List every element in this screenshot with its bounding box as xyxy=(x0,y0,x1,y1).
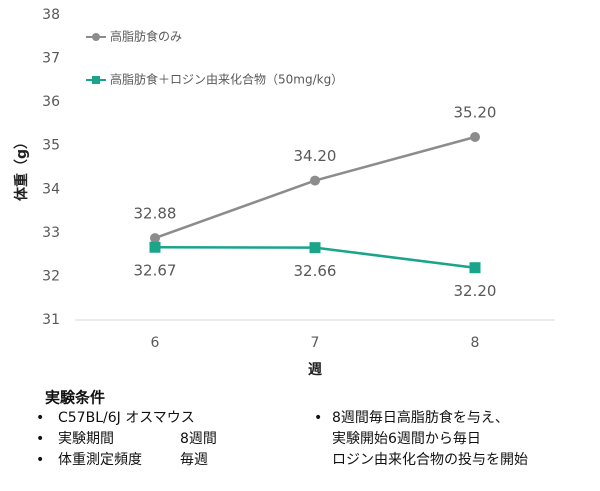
marker xyxy=(470,132,480,142)
note-text: 8週間毎日高脂肪食を与え、 xyxy=(332,409,509,426)
note-text: 体重測定頻度 xyxy=(58,452,142,468)
y-tick-label: 34 xyxy=(42,181,60,197)
note-text: 実験期間 xyxy=(58,431,114,447)
note-text: 毎週 xyxy=(180,452,208,468)
marker xyxy=(150,233,160,244)
marker xyxy=(309,242,321,254)
note-text: ロジン由来化合物の投与を開始 xyxy=(332,452,528,468)
legend-marker xyxy=(92,33,100,41)
y-tick-label: 33 xyxy=(42,225,60,241)
x-axis-label: 週 xyxy=(308,362,322,378)
marker xyxy=(310,175,320,186)
x-tick-label: 8 xyxy=(471,335,480,351)
legend-label: 高脂肪食＋ロジン由来化合物（50mg/kg） xyxy=(110,72,343,87)
y-tick-label: 32 xyxy=(42,268,60,284)
legend-marker xyxy=(92,76,100,84)
x-tick-label: 6 xyxy=(151,335,160,351)
marker xyxy=(469,262,481,274)
note-text: 実験開始6週間から毎日 xyxy=(332,431,481,447)
data-label: 32.88 xyxy=(134,205,177,223)
x-tick-label: 7 xyxy=(311,335,320,351)
bullet: • xyxy=(36,431,44,447)
y-tick-label: 35 xyxy=(42,138,60,154)
y-tick-label: 37 xyxy=(42,51,60,67)
y-tick-label: 31 xyxy=(42,312,60,328)
note-text: C57BL/6J オスマウス xyxy=(58,410,195,426)
bullet: • xyxy=(36,410,44,426)
data-label: 32.66 xyxy=(294,262,337,280)
data-label: 34.20 xyxy=(294,147,337,165)
legend-label: 高脂肪食のみ xyxy=(110,29,182,44)
note-text: 8週間 xyxy=(180,431,217,447)
bullet: • xyxy=(314,410,322,426)
y-tick-label: 36 xyxy=(42,94,60,110)
y-tick-label: 38 xyxy=(42,7,60,23)
data-label: 32.20 xyxy=(454,282,497,300)
data-label: 35.20 xyxy=(454,104,497,122)
marker xyxy=(149,241,161,253)
data-label: 32.67 xyxy=(134,262,177,280)
notes-title: 実験条件 xyxy=(45,389,105,407)
bullet: • xyxy=(36,452,44,468)
y-axis-label: 体重（g） xyxy=(13,135,30,201)
